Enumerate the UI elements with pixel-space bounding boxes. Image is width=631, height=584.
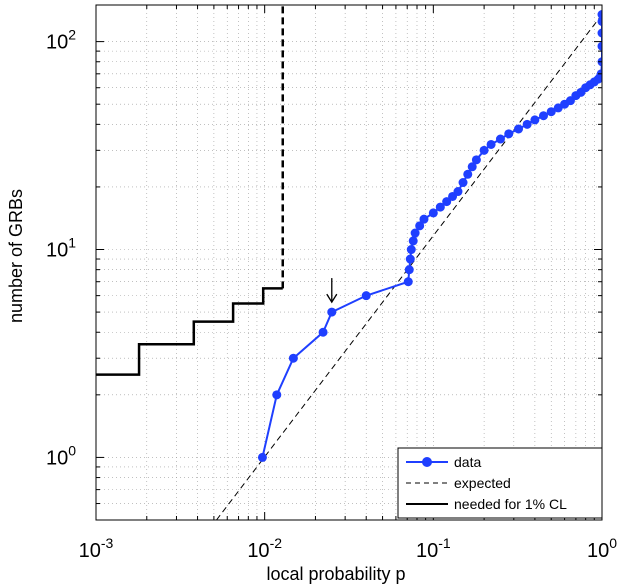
x-tick-label: 10-3 (79, 535, 114, 562)
data-point (403, 277, 413, 287)
data-point (522, 119, 532, 129)
legend: data expected needed for 1% CL (397, 447, 603, 519)
legend-data-label: data (454, 454, 481, 470)
series-layer (96, 5, 602, 520)
data-point (467, 162, 477, 172)
data-point (458, 178, 468, 188)
data-point (361, 291, 371, 301)
data-point (597, 41, 602, 51)
data-point (463, 169, 473, 179)
legend-data-marker (422, 457, 432, 467)
data-point (435, 202, 445, 212)
data-point (408, 236, 418, 246)
data-point (597, 16, 602, 26)
legend-needed-label: needed for 1% CL (454, 496, 567, 512)
x-axis-label: local probability p (266, 564, 405, 584)
data-point (410, 228, 420, 238)
expected-line (216, 14, 602, 520)
y-tick-label: 102 (46, 27, 76, 54)
data-point (404, 265, 414, 275)
data-point (514, 124, 524, 134)
annotation-arrow-head (326, 293, 338, 304)
data-point (530, 115, 540, 125)
data-point (442, 197, 452, 207)
data-point (453, 187, 463, 197)
data-point (539, 111, 549, 121)
data-point (495, 134, 505, 144)
data-point (406, 245, 416, 255)
grid (95, 5, 602, 521)
data-point (272, 390, 282, 400)
data-point (486, 139, 496, 149)
data-point (597, 10, 602, 20)
x-tick-label: 10-1 (416, 535, 451, 562)
data-point (318, 327, 328, 337)
data-point (471, 155, 481, 165)
data-point (327, 307, 337, 317)
data-point (479, 145, 489, 155)
data-point (419, 214, 429, 224)
data-point (405, 254, 415, 264)
needed-step-line (96, 287, 283, 376)
legend-box (397, 447, 603, 519)
y-axis-label: number of GRBs (6, 189, 26, 323)
data-point (288, 353, 298, 363)
y-tick-label: 100 (46, 442, 76, 469)
series-group (96, 5, 602, 520)
data-point (415, 221, 425, 231)
legend-expected-label: expected (454, 475, 511, 491)
data-point (546, 107, 556, 117)
data-point (257, 452, 267, 462)
data-point (597, 28, 602, 38)
x-tick-label: 100 (587, 535, 617, 562)
y-tick-label: 101 (46, 235, 76, 262)
data-point (504, 129, 514, 139)
plot-frame (95, 4, 603, 521)
x-tick-label: 10-2 (247, 535, 282, 562)
data-point (428, 208, 438, 218)
